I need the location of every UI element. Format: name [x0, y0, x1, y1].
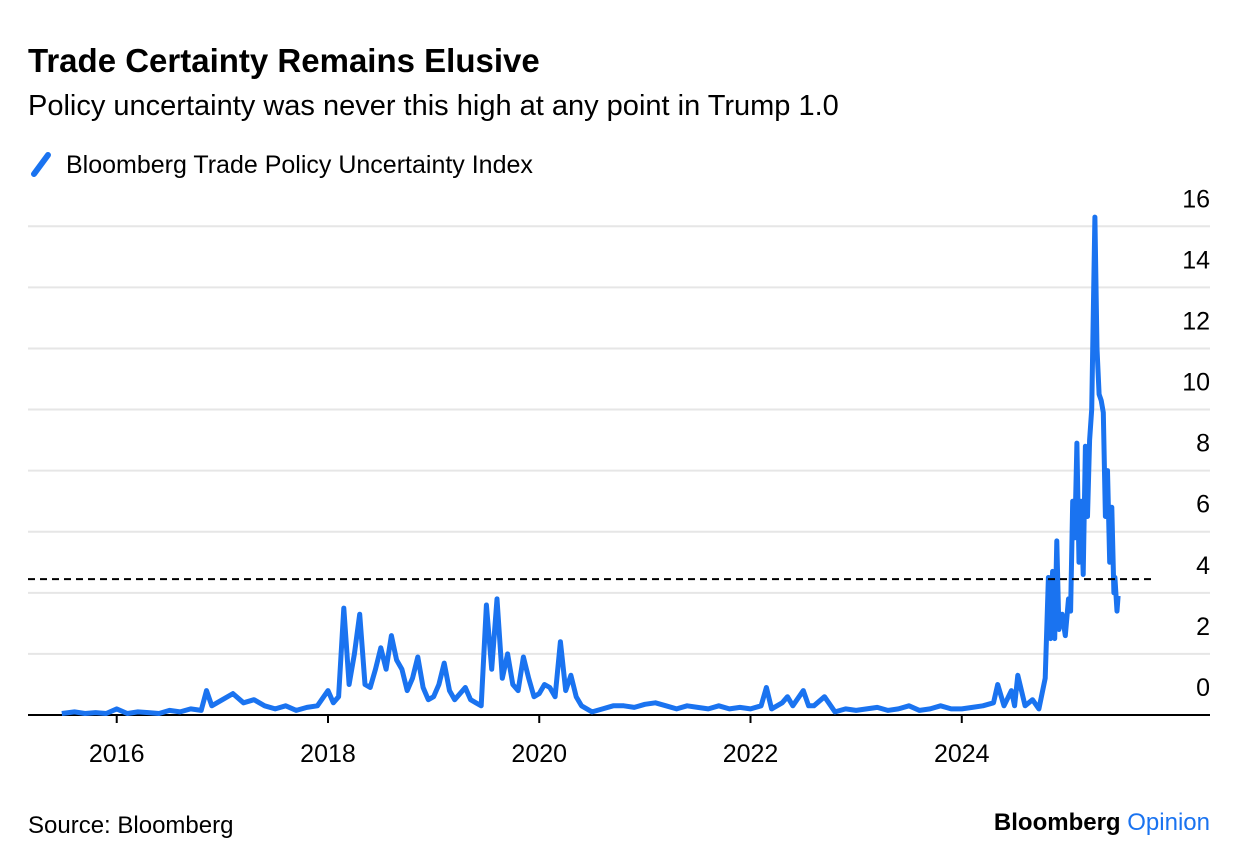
y-tick-label: 0: [1196, 674, 1210, 702]
x-tick-label: 2020: [511, 740, 567, 768]
chart-title: Trade Certainty Remains Elusive: [28, 42, 540, 79]
x-tick-label: 2016: [89, 740, 145, 768]
logo: Bloomberg Opinion: [994, 809, 1210, 836]
logo-main: Bloomberg: [994, 809, 1121, 836]
legend-swatch: [31, 152, 51, 177]
x-tick-label: 2024: [934, 740, 990, 768]
x-tick-label: 2018: [300, 740, 356, 768]
y-tick-label: 14: [1182, 246, 1210, 274]
y-tick-label: 8: [1196, 430, 1210, 458]
y-tick-label: 4: [1196, 552, 1210, 580]
chart-subtitle: Policy uncertainty was never this high a…: [28, 90, 839, 122]
y-tick-label: 6: [1196, 491, 1210, 519]
y-tick-label: 2: [1196, 613, 1210, 641]
legend-label: Bloomberg Trade Policy Uncertainty Index: [66, 151, 533, 179]
logo-accent: Opinion: [1127, 809, 1210, 836]
x-tick-label: 2022: [723, 740, 779, 768]
y-tick-label: 16: [1182, 185, 1210, 213]
y-tick-label: 12: [1182, 307, 1210, 335]
series-line: [61, 214, 1121, 716]
source: Source: Bloomberg: [28, 812, 233, 839]
y-tick-label: 10: [1182, 369, 1210, 397]
